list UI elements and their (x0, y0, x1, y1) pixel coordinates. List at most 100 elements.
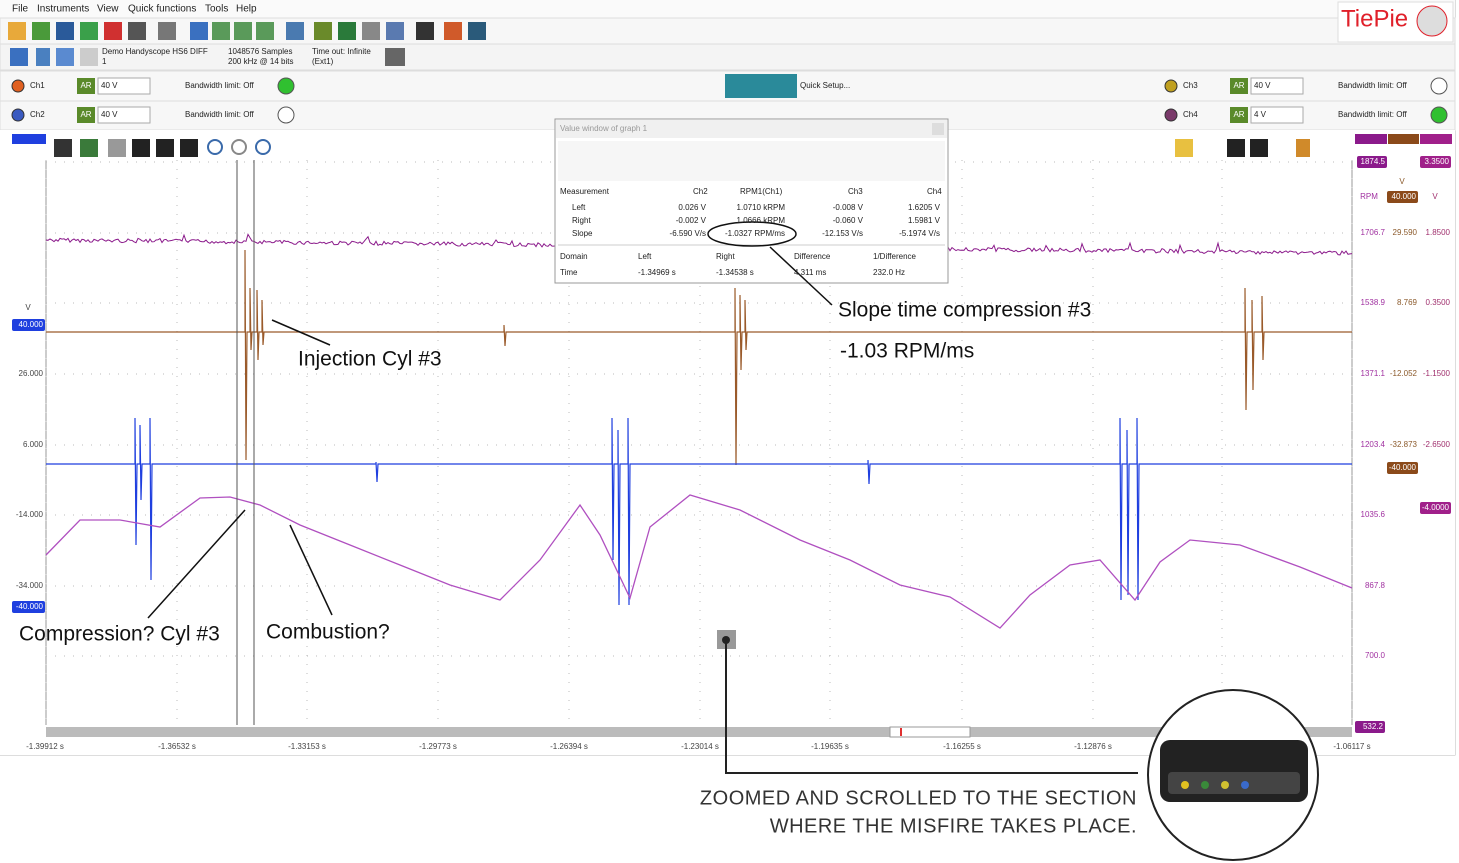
scrollbar[interactable] (46, 727, 1352, 737)
measurement-value: -1.0327 RPM/ms (725, 229, 785, 238)
icon[interactable] (132, 139, 150, 157)
y-tick-label: 1538.9 (1361, 298, 1386, 307)
axis-badge-label: 3.3500 (1425, 157, 1450, 166)
bandwidth-icon[interactable] (278, 107, 294, 123)
channel-color-bar (1388, 134, 1419, 144)
bandwidth-icon[interactable] (278, 78, 294, 94)
x-tick-label: -1.19635 s (811, 742, 849, 751)
measurement-label: Right (572, 216, 591, 225)
icon[interactable] (8, 22, 26, 40)
icon[interactable] (444, 22, 462, 40)
menu-item[interactable]: View (97, 4, 119, 15)
bandwidth-icon[interactable] (1431, 78, 1447, 94)
icon[interactable] (80, 48, 98, 66)
icon[interactable] (286, 22, 304, 40)
domain-header: 1/Difference (873, 252, 917, 261)
icon[interactable] (1175, 139, 1193, 157)
domain-header: Difference (794, 252, 831, 261)
domain-value: Time (560, 268, 578, 277)
axis-badge-label: -4.0000 (1422, 503, 1450, 512)
quick-setup-icon[interactable] (725, 74, 797, 98)
y-tick-label: -14.000 (16, 510, 44, 519)
icon[interactable] (1296, 139, 1310, 157)
channel-range: 40 V (101, 110, 118, 119)
channel-color-bar (12, 134, 46, 144)
channel-mode: AR (80, 81, 91, 90)
icon[interactable] (362, 22, 380, 40)
icon[interactable] (54, 139, 72, 157)
icon[interactable] (190, 22, 208, 40)
measurement-value: 1.0710 kRPM (737, 203, 786, 212)
y-tick-label: 1706.7 (1361, 228, 1386, 237)
annotation: Slope time compression #3 (838, 299, 1091, 322)
channel-icon[interactable] (12, 80, 24, 92)
channel-name: Ch4 (1183, 110, 1198, 119)
icon[interactable] (1250, 139, 1268, 157)
icon[interactable] (314, 22, 332, 40)
y-tick-label: 40.000 (19, 320, 44, 329)
value-window-toolbar (558, 141, 945, 181)
menu-item[interactable]: Help (236, 4, 257, 15)
icon[interactable] (56, 22, 74, 40)
window-title: Value window of graph 1 (560, 124, 648, 133)
menu-item[interactable]: Tools (205, 4, 228, 15)
icon[interactable] (156, 139, 174, 157)
menu-item[interactable]: Instruments (37, 4, 89, 15)
y-tick-label: 1035.6 (1361, 510, 1386, 519)
icon[interactable] (104, 22, 122, 40)
annotation: Injection Cyl #3 (298, 348, 442, 371)
icon[interactable] (158, 22, 176, 40)
icon[interactable] (180, 139, 198, 157)
x-tick-label: -1.33153 s (288, 742, 326, 751)
icon[interactable] (386, 22, 404, 40)
channel-icon[interactable] (12, 109, 24, 121)
annotation: Compression? Cyl #3 (19, 623, 220, 646)
icon[interactable] (80, 139, 98, 157)
domain-value: 232.0 Hz (873, 268, 905, 277)
screenshot: File Instruments View Quick functions Tools H… (0, 0, 1459, 863)
measurement-value: 0.026 V (678, 203, 706, 212)
icon[interactable] (256, 22, 274, 40)
x-tick-label: -1.29773 s (419, 742, 457, 751)
icon[interactable] (32, 22, 50, 40)
timeout: Time out: Infinite (312, 47, 371, 56)
column-header: Ch4 (927, 187, 942, 196)
connector (1181, 781, 1189, 789)
resolution: 200 kHz @ 14 bits (228, 57, 293, 66)
icon[interactable] (416, 22, 434, 40)
menu-item[interactable]: File (12, 4, 29, 15)
icon[interactable] (385, 48, 405, 66)
measurement-label: Left (572, 203, 586, 212)
icon[interactable] (212, 22, 230, 40)
icon[interactable] (10, 48, 28, 66)
column-header: RPM1(Ch1) (740, 187, 783, 196)
icon[interactable] (80, 22, 98, 40)
x-tick-label: -1.39912 s (26, 742, 64, 751)
icon[interactable] (1227, 139, 1245, 157)
instrument-bar (0, 44, 1455, 70)
channel-icon[interactable] (1165, 80, 1177, 92)
bandwidth-icon[interactable] (1431, 107, 1447, 123)
x-tick-label: -1.23014 s (681, 742, 719, 751)
icon[interactable] (36, 48, 50, 66)
icon[interactable] (234, 22, 252, 40)
menu-item[interactable]: Quick functions (128, 4, 196, 15)
channel-icon[interactable] (1165, 109, 1177, 121)
instrument-index: 1 (102, 57, 107, 66)
icon[interactable] (56, 48, 74, 66)
y-tick-label: -32.873 (1390, 440, 1418, 449)
logo: TiePie (1341, 5, 1408, 32)
icon[interactable] (108, 139, 126, 157)
close-button[interactable] (932, 123, 944, 135)
y-tick-label: 1.8500 (1426, 228, 1451, 237)
channel-name: Ch2 (30, 110, 45, 119)
instrument-name: Demo Handyscope HS6 DIFF (102, 47, 208, 56)
domain-value: 4.311 ms (794, 268, 826, 277)
logo-mark (1417, 6, 1447, 36)
measurement-value: -12.153 V/s (822, 229, 863, 238)
icon[interactable] (128, 22, 146, 40)
axis-unit: V (1432, 192, 1438, 201)
channel-mode: AR (1233, 110, 1244, 119)
icon[interactable] (468, 22, 486, 40)
icon[interactable] (338, 22, 356, 40)
